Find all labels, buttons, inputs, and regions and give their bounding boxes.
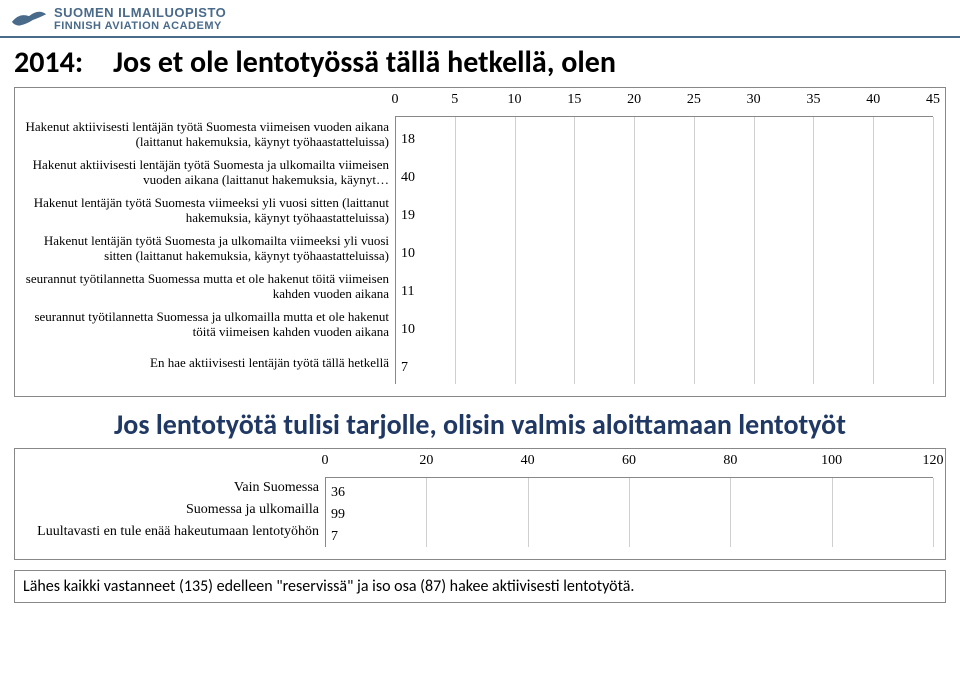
- gridline: [754, 117, 755, 384]
- chart1-plot: 18 40 19 10 11 10 7: [395, 116, 933, 384]
- axis-tick: 40: [521, 453, 535, 469]
- title-year: 2014:: [14, 44, 83, 81]
- category-label: Hakenut lentäjän työtä Suomesta viimeeks…: [19, 192, 393, 230]
- axis-tick: 25: [687, 92, 701, 108]
- axis-tick: 5: [451, 92, 458, 108]
- category-label: Hakenut aktiivisesti lentäjän työtä Suom…: [19, 154, 393, 192]
- axis-tick: 15: [567, 92, 581, 108]
- bar-value-label: 99: [331, 507, 345, 523]
- gridline: [426, 478, 427, 547]
- chart2-box: Vain SuomessaSuomessa ja ulkomaillaLuult…: [14, 448, 946, 560]
- chart2-area: 020406080100120 36997: [325, 453, 933, 547]
- gridline: [528, 478, 529, 547]
- gridline: [455, 117, 456, 384]
- subtitle: Jos lentotyötä tulisi tarjolle, olisin v…: [14, 407, 946, 442]
- bar-row: 99: [325, 506, 345, 524]
- gridline: [515, 117, 516, 384]
- chart1-area: 051015202530354045 1840191011107: [395, 92, 933, 384]
- gridline: [629, 478, 630, 547]
- axis-tick: 40: [866, 92, 880, 108]
- bar-row: 7: [325, 528, 338, 546]
- gridline: [634, 117, 635, 384]
- bar-value-label: 19: [401, 208, 415, 224]
- gridline: [694, 117, 695, 384]
- chart1-category-labels: Hakenut aktiivisesti lentäjän työtä Suom…: [19, 116, 393, 382]
- bar-row: 36: [325, 484, 345, 502]
- bar-value-label: 7: [331, 529, 338, 545]
- bar-value-label: 40: [401, 170, 415, 186]
- org-line1: SUOMEN ILMAILUOPISTO: [54, 6, 226, 20]
- chart2-plot: 36 99 7: [325, 477, 933, 547]
- category-label: seurannut työtilannetta Suomessa ja ulko…: [19, 306, 393, 344]
- axis-tick: 0: [322, 453, 329, 469]
- bar-row: 10: [395, 319, 415, 341]
- title-row: 2014: Jos et ole lentotyössä tällä hetke…: [0, 38, 960, 81]
- axis-tick: 10: [508, 92, 522, 108]
- axis-tick: 20: [627, 92, 641, 108]
- category-label: Suomessa ja ulkomailla: [19, 499, 323, 521]
- org-text: SUOMEN ILMAILUOPISTO FINNISH AVIATION AC…: [54, 6, 226, 32]
- bar-row: 11: [395, 281, 414, 303]
- page-header: SUOMEN ILMAILUOPISTO FINNISH AVIATION AC…: [0, 0, 960, 38]
- gridline: [832, 478, 833, 547]
- chart2-category-labels: Vain SuomessaSuomessa ja ulkomaillaLuult…: [19, 477, 323, 543]
- footer-note: Lähes kaikki vastanneet (135) edelleen "…: [14, 570, 946, 603]
- bar-row: 10: [395, 243, 415, 265]
- bar-value-label: 18: [401, 132, 415, 148]
- axis-tick: 0: [392, 92, 399, 108]
- gridline: [574, 117, 575, 384]
- axis-tick: 120: [923, 453, 944, 469]
- bar-value-label: 10: [401, 246, 415, 262]
- gridline: [933, 117, 934, 384]
- category-label: seurannut työtilannetta Suomessa mutta e…: [19, 268, 393, 306]
- axis-tick: 100: [821, 453, 842, 469]
- bar-row: 19: [395, 205, 415, 227]
- chart1-x-ticks: 051015202530354045: [395, 92, 933, 112]
- category-label: Hakenut lentäjän työtä Suomesta ja ulkom…: [19, 230, 393, 268]
- axis-tick: 45: [926, 92, 940, 108]
- title-text: Jos et ole lentotyössä tällä hetkellä, o…: [113, 44, 616, 81]
- bar-value-label: 10: [401, 322, 415, 338]
- bar-value-label: 11: [401, 284, 414, 300]
- axis-tick: 35: [806, 92, 820, 108]
- axis-tick: 20: [419, 453, 433, 469]
- gridline: [730, 478, 731, 547]
- axis-tick: 80: [723, 453, 737, 469]
- gridline: [873, 117, 874, 384]
- bar-value-label: 7: [401, 360, 408, 376]
- category-label: Luultavasti en tule enää hakeutumaan len…: [19, 521, 323, 543]
- bar-row: 40: [395, 167, 415, 189]
- bar-row: 18: [395, 129, 415, 151]
- category-label: En hae aktiivisesti lentäjän työtä tällä…: [19, 344, 393, 382]
- axis-tick: 30: [747, 92, 761, 108]
- axis-tick: 60: [622, 453, 636, 469]
- chart2-x-ticks: 020406080100120: [325, 453, 933, 473]
- bar-row: 7: [395, 357, 408, 379]
- org-logo-block: SUOMEN ILMAILUOPISTO FINNISH AVIATION AC…: [10, 4, 226, 34]
- category-label: Vain Suomessa: [19, 477, 323, 499]
- org-line2: FINNISH AVIATION ACADEMY: [54, 20, 226, 32]
- bird-logo-icon: [10, 4, 48, 34]
- chart1-box: Hakenut aktiivisesti lentäjän työtä Suom…: [14, 87, 946, 397]
- category-label: Hakenut aktiivisesti lentäjän työtä Suom…: [19, 116, 393, 154]
- gridline: [813, 117, 814, 384]
- gridline: [933, 478, 934, 547]
- bar-value-label: 36: [331, 485, 345, 501]
